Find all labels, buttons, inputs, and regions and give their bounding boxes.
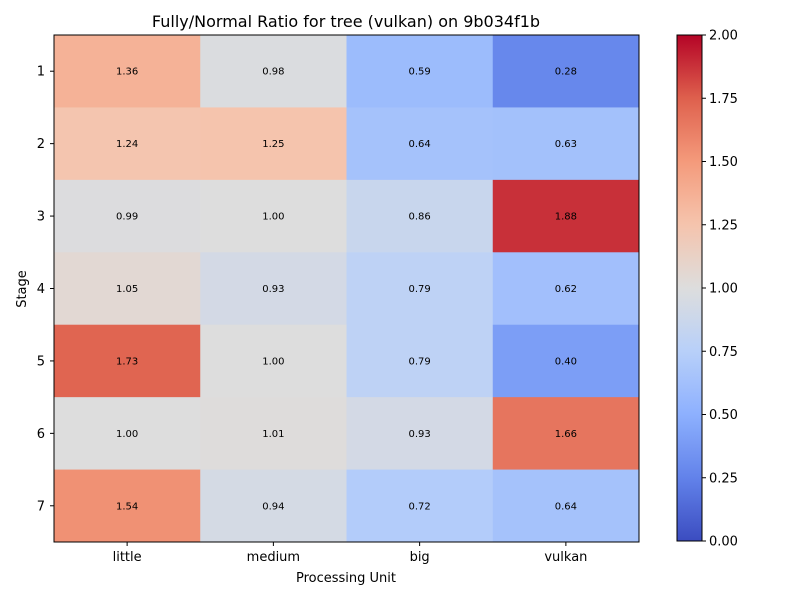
cell-value-label: 0.93 bbox=[408, 429, 430, 440]
cell-value-label: 1.24 bbox=[116, 139, 138, 150]
cell-value-label: 0.93 bbox=[262, 284, 284, 295]
heatmap-cell bbox=[346, 324, 494, 398]
cell-value-label: 0.79 bbox=[408, 284, 430, 295]
heatmap-cell bbox=[54, 324, 201, 398]
colorbar bbox=[676, 34, 703, 542]
colorbar-tick-label: 0.25 bbox=[709, 471, 738, 486]
heatmap-cell bbox=[200, 179, 347, 253]
heatmap-cell bbox=[54, 107, 201, 181]
x-tick-label: medium bbox=[247, 550, 300, 565]
cell-value-label: 0.64 bbox=[408, 139, 430, 150]
heatmap-cell bbox=[492, 469, 640, 543]
colorbar-tick-label: 1.00 bbox=[709, 282, 738, 297]
y-tick-label: 2 bbox=[37, 137, 45, 152]
heatmap-cell bbox=[492, 324, 640, 398]
heatmap-cell bbox=[200, 107, 347, 181]
heatmap-cell bbox=[492, 35, 640, 108]
cell-value-label: 0.86 bbox=[408, 212, 430, 223]
cell-value-label: 0.72 bbox=[408, 501, 430, 512]
cell-value-label: 0.63 bbox=[555, 139, 577, 150]
colorbar-ticks: 0.00 0.25 0.50 0.75 1.00 1.25 1.50 1.75 2.00 bbox=[702, 29, 738, 550]
x-tick-label: big bbox=[410, 550, 430, 565]
colorbar-tick-label: 2.00 bbox=[709, 29, 738, 44]
cell-value-label: 1.00 bbox=[262, 212, 284, 223]
cell-value-label: 0.94 bbox=[262, 501, 284, 512]
heatmap-cell bbox=[492, 107, 640, 181]
y-axis-ticks: 1 2 3 4 5 6 7 bbox=[37, 65, 54, 514]
heatmap-cell bbox=[346, 35, 494, 108]
heatmap-cell bbox=[54, 397, 201, 471]
cell-value-label: 1.36 bbox=[116, 67, 138, 78]
x-tick-label: little bbox=[113, 550, 142, 565]
cell-value-label: 0.28 bbox=[555, 67, 577, 78]
cell-value-label: 0.62 bbox=[555, 284, 577, 295]
y-axis-label: Stage bbox=[15, 270, 30, 308]
heatmap-cell bbox=[200, 397, 347, 471]
heatmap-cell bbox=[346, 469, 494, 543]
cell-value-label: 1.01 bbox=[262, 429, 284, 440]
cell-value-label: 0.98 bbox=[262, 67, 284, 78]
heatmap-cell bbox=[346, 252, 494, 326]
heatmap-cell bbox=[54, 179, 201, 253]
cell-value-label: 1.54 bbox=[116, 501, 138, 512]
y-tick-label: 6 bbox=[37, 427, 45, 442]
cell-value-label: 0.99 bbox=[116, 212, 138, 223]
cell-value-label: 0.64 bbox=[555, 501, 577, 512]
cell-value-label: 1.88 bbox=[555, 212, 577, 223]
cell-value-label: 1.25 bbox=[262, 139, 284, 150]
colorbar-tick-label: 0.50 bbox=[709, 408, 738, 423]
heatmap-cell bbox=[346, 107, 494, 181]
heatmap-cell bbox=[492, 179, 640, 253]
heatmap-cell bbox=[54, 252, 201, 326]
heatmap-cell bbox=[346, 179, 494, 253]
y-tick-label: 1 bbox=[37, 65, 45, 80]
cell-value-label: 1.00 bbox=[262, 356, 284, 367]
cell-value-label: 1.73 bbox=[116, 356, 138, 367]
heatmap-cell bbox=[492, 252, 640, 326]
x-axis-label: Processing Unit bbox=[296, 571, 396, 586]
cell-value-label: 0.59 bbox=[408, 67, 430, 78]
y-tick-label: 3 bbox=[37, 210, 45, 225]
heatmap-cell bbox=[200, 324, 347, 398]
colorbar-tick-label: 1.50 bbox=[709, 155, 738, 170]
colorbar-tick-label: 0.75 bbox=[709, 345, 738, 360]
heatmap-cell bbox=[200, 35, 347, 108]
y-tick-label: 4 bbox=[37, 282, 45, 297]
cell-value-label: 0.79 bbox=[408, 356, 430, 367]
cell-value-label: 1.05 bbox=[116, 284, 138, 295]
chart-title: Fully/Normal Ratio for tree (vulkan) on … bbox=[152, 12, 540, 31]
colorbar-tick-label: 1.75 bbox=[709, 92, 738, 107]
heatmap-cell bbox=[54, 469, 201, 543]
x-tick-label: vulkan bbox=[544, 550, 587, 565]
cell-value-label: 1.00 bbox=[116, 429, 138, 440]
colorbar-tick-label: 0.00 bbox=[709, 535, 738, 550]
heatmap-cell bbox=[346, 397, 494, 471]
heatmap-cell bbox=[492, 397, 640, 471]
colorbar-tick-label: 1.25 bbox=[709, 218, 738, 233]
heatmap-cells: 1.36 0.98 0.59 0.28 1.24 1.25 0.64 0.63 0.99 1.00… bbox=[54, 35, 640, 543]
heatmap-cell bbox=[200, 252, 347, 326]
cell-value-label: 0.40 bbox=[555, 356, 577, 367]
y-tick-label: 7 bbox=[37, 499, 45, 514]
cell-value-label: 1.66 bbox=[555, 429, 577, 440]
x-axis-ticks: little medium big vulkan bbox=[113, 542, 587, 565]
y-tick-label: 5 bbox=[37, 354, 45, 369]
heatmap-cell bbox=[54, 35, 201, 108]
heatmap-cell bbox=[200, 469, 347, 543]
